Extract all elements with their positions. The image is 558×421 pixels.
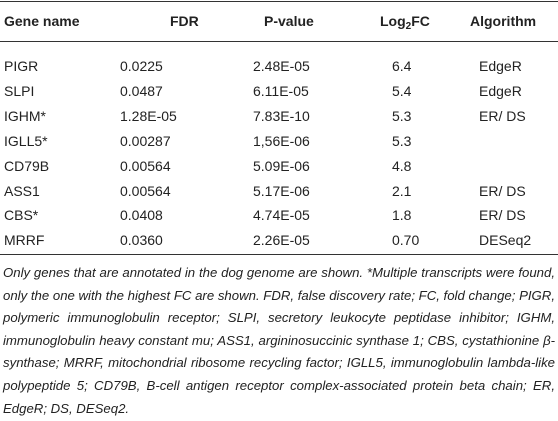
gene-name: PIGR bbox=[4, 58, 39, 74]
table-cell: 0.0408 bbox=[120, 207, 163, 224]
table-cell: 5.3 bbox=[392, 132, 412, 149]
footnote: Only genes that are annotated in the dog… bbox=[3, 265, 555, 416]
table-cell: EdgeR bbox=[479, 82, 522, 99]
table-cell: 0.00564 bbox=[120, 157, 171, 174]
gene-name: IGHM* bbox=[4, 107, 46, 124]
table-cell: 5.17E-06 bbox=[253, 182, 310, 199]
table-cell: 1.8 bbox=[392, 207, 412, 224]
table-cell: 6.11E-05 bbox=[253, 82, 309, 99]
table-cell: 0.00287 bbox=[120, 132, 171, 149]
table-cell: 2.48E-05 bbox=[253, 58, 310, 74]
gene-name: IGLL5* bbox=[4, 132, 48, 149]
table-cell: 5.09E-06 bbox=[253, 157, 310, 174]
header-cell: FDR bbox=[170, 13, 199, 29]
table-cell: 4.74E-05 bbox=[253, 207, 310, 224]
gene-name: CD79B bbox=[4, 157, 50, 174]
table-cell: 2.26E-05 bbox=[253, 232, 310, 249]
table-cell: 0.70 bbox=[392, 232, 420, 249]
header-cell: Algorithm bbox=[470, 13, 537, 29]
table-cell: ER/ DS bbox=[479, 182, 526, 199]
header-rule bbox=[0, 41, 558, 42]
table-cell: 7.83E-10 bbox=[253, 107, 310, 124]
header-subscript: 2 bbox=[405, 21, 412, 32]
gene-name: SLPI bbox=[4, 82, 35, 99]
table-cell: 1,56E-06 bbox=[253, 132, 310, 149]
header-cell: Log2FC bbox=[380, 12, 430, 32]
table-cell: 6.4 bbox=[392, 58, 412, 74]
table-cell: 2.1 bbox=[392, 182, 412, 199]
table-cell: 5.3 bbox=[392, 107, 412, 124]
table-cell: ER/ DS bbox=[479, 207, 526, 224]
gene-name: CBS* bbox=[4, 207, 39, 224]
table-cell: 1.28E-05 bbox=[120, 107, 177, 124]
bottom-rule bbox=[0, 254, 558, 255]
table-cell: 0.00564 bbox=[120, 182, 171, 199]
header-text: FC bbox=[411, 13, 430, 29]
header-cell: Gene name bbox=[4, 13, 80, 29]
table-cell: 5.4 bbox=[392, 82, 412, 99]
table-cell: 0.0487 bbox=[120, 82, 163, 99]
table-cell: DESeq2 bbox=[479, 232, 532, 249]
gene-name: ASS1 bbox=[4, 182, 40, 199]
table-cell: ER/ DS bbox=[479, 107, 526, 124]
header-text: Log bbox=[380, 13, 406, 29]
header-cell: P-value bbox=[264, 13, 314, 29]
table-cell: 0.0225 bbox=[120, 58, 163, 74]
table-cell: EdgeR bbox=[479, 58, 522, 74]
gene-name: MRRF bbox=[4, 232, 45, 249]
table-cell: 4.8 bbox=[392, 157, 412, 174]
table-cell: 0.0360 bbox=[120, 232, 163, 249]
top-rule bbox=[0, 1, 558, 2]
